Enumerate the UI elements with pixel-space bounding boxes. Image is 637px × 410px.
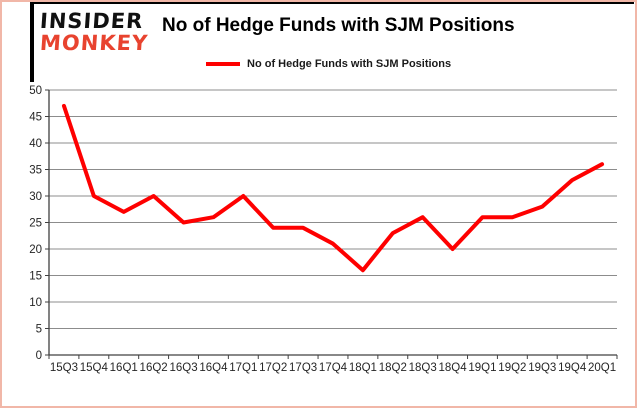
x-axis-label: 16Q3 — [169, 362, 197, 374]
x-axis-label: 18Q3 — [409, 362, 437, 374]
y-axis-label: 20 — [29, 244, 42, 256]
x-axis-label: 16Q4 — [199, 362, 228, 374]
x-axis-label: 17Q1 — [229, 362, 257, 374]
y-axis-label: 40 — [29, 138, 42, 150]
x-axis-label: 20Q1 — [588, 362, 616, 374]
x-axis-label: 19Q1 — [468, 362, 496, 374]
y-axis-label: 45 — [29, 112, 42, 124]
legend-label: No of Hedge Funds with SJM Positions — [247, 58, 452, 70]
y-axis-label: 15 — [29, 271, 42, 283]
y-axis-label: 35 — [29, 165, 42, 177]
legend-line-swatch — [206, 62, 240, 66]
chart-title: No of Hedge Funds with SJM Positions — [162, 15, 515, 36]
x-axis-label: 18Q1 — [349, 362, 377, 374]
x-axis-label: 16Q2 — [140, 362, 168, 374]
x-axis-label: 19Q2 — [498, 362, 526, 374]
x-axis-label: 19Q3 — [528, 362, 556, 374]
x-axis-label: 16Q1 — [110, 362, 138, 374]
x-axis-label: 18Q2 — [379, 362, 407, 374]
y-axis-label: 10 — [29, 297, 42, 309]
top-border — [30, 2, 634, 4]
legend: No of Hedge Funds with SJM Positions — [206, 58, 451, 70]
y-axis-label: 5 — [36, 324, 42, 336]
x-axis-label: 19Q4 — [558, 362, 587, 374]
x-axis-label: 17Q4 — [319, 362, 348, 374]
left-border — [30, 2, 34, 82]
y-axis-label: 50 — [29, 85, 42, 97]
x-axis-label: 17Q3 — [289, 362, 317, 374]
x-axis-label: 17Q2 — [259, 362, 287, 374]
x-axis-label: 18Q4 — [439, 362, 468, 374]
y-axis-label: 0 — [36, 350, 42, 362]
x-axis-label: 15Q4 — [80, 362, 109, 374]
x-axis-label: 15Q3 — [50, 362, 78, 374]
y-axis-label: 30 — [29, 191, 42, 203]
y-axis-label: 25 — [29, 218, 42, 230]
series-line — [61, 103, 605, 273]
